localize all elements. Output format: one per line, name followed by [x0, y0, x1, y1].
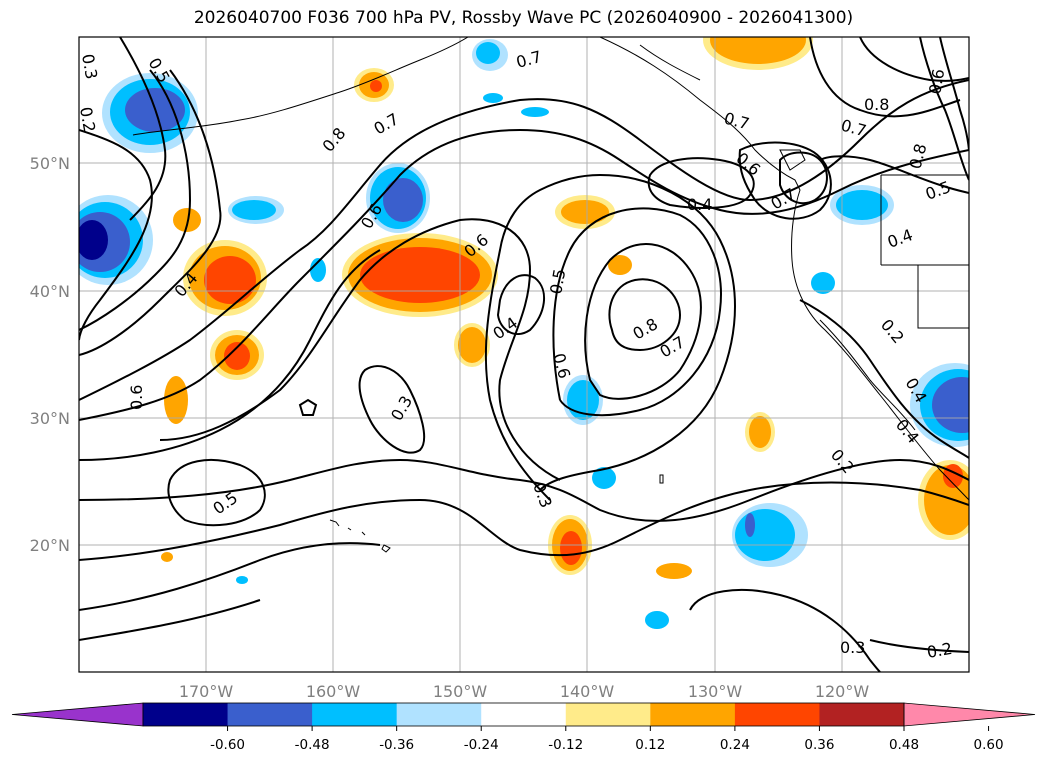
colorbar-extend-high	[903, 702, 1036, 727]
anomaly-blob-center-blue	[366, 163, 430, 233]
lon-label: 150°W	[433, 682, 488, 701]
anomaly-blob-small-red	[210, 330, 264, 380]
anomaly-blob-right-edge-blue	[910, 363, 969, 447]
contour-label: 0.8	[864, 95, 889, 114]
colorbar-tick-label: 0.24	[720, 737, 750, 753]
colorbar-segments	[11, 702, 1036, 727]
positive-anomaly-shading	[79, 37, 969, 629]
map-frame	[78, 36, 970, 673]
contour-label: 0.3	[78, 52, 101, 80]
colorbar-segment	[819, 703, 905, 726]
contour-label: 0.5	[546, 267, 569, 295]
contour-label: 0.6	[925, 67, 948, 95]
anomaly-blob-right-edge-orange	[918, 460, 969, 540]
coastlines	[132, 37, 969, 553]
contour-label: 0.3	[840, 638, 865, 657]
lat-label: 50°N	[30, 154, 70, 173]
colorbar-tick-label: 0.12	[635, 737, 665, 753]
colorbar-ticks: -0.60 -0.48 -0.36 -0.24 -0.12 0.12 0.24 0.36 0.4…	[210, 726, 1004, 753]
colorbar-outline	[142, 702, 905, 727]
lon-label: 160°W	[306, 682, 361, 701]
colorbar-tick-label: 0.60	[974, 737, 1004, 753]
contour-label: 0.4	[687, 195, 712, 214]
anomaly-blob-upper-left-blue	[102, 73, 198, 153]
lon-label: 120°W	[815, 682, 870, 701]
longitude-labels: 170°W 160°W 150°W 140°W 130°W 120°W	[179, 682, 870, 701]
map-title: 2026040700 F036 700 hPa PV, Rossby Wave …	[193, 8, 854, 28]
lon-label: 170°W	[179, 682, 234, 701]
colorbar: -0.60 -0.48 -0.36 -0.24 -0.12 0.12 0.24 0.36 0.4…	[11, 702, 1036, 753]
contour-label: 0.2	[76, 105, 99, 133]
lon-label: 130°W	[688, 682, 743, 701]
colorbar-tick-label: -0.24	[464, 737, 499, 753]
anomaly-blob-mid-blue	[563, 375, 603, 425]
colorbar-tick-label: 0.48	[889, 737, 919, 753]
colorbar-tick-label: 0.36	[804, 737, 834, 753]
colorbar-tick-label: -0.60	[210, 737, 245, 753]
anomaly-blob-far-left-blue	[79, 195, 153, 285]
latitude-labels: 50°N 40°N 30°N 20°N	[30, 154, 70, 555]
colorbar-segment	[227, 703, 313, 726]
contour-label: 0.2	[925, 639, 953, 662]
anomaly-blob-lower-blue	[732, 503, 808, 567]
lat-label: 40°N	[30, 282, 70, 301]
colorbar-tick-label: -0.36	[379, 737, 414, 753]
lon-label: 140°W	[560, 682, 615, 701]
anomaly-blob-coast-blue	[830, 185, 894, 225]
colorbar-segment	[143, 703, 229, 726]
colorbar-segment	[396, 703, 482, 726]
colorbar-segment	[565, 703, 651, 726]
colorbar-extend-low	[11, 702, 144, 727]
map-plot-area: 0.3 0.2 0.5 0.7 0.8 0.7 0.4 0.6 0.6 0.6 …	[76, 37, 969, 672]
anomaly-blob-small-blue-1	[228, 196, 284, 224]
contour-label: 0.6	[127, 385, 146, 410]
colorbar-segment	[481, 703, 567, 726]
colorbar-segment	[734, 703, 820, 726]
colorbar-segment	[650, 703, 736, 726]
anomaly-blob-left-orange	[183, 240, 267, 316]
colorbar-tick-label: -0.12	[548, 737, 583, 753]
lat-label: 30°N	[30, 409, 70, 428]
lat-label: 20°N	[30, 536, 70, 555]
colorbar-segment	[312, 703, 398, 726]
pv-contours	[79, 37, 969, 672]
colorbar-tick-label: -0.48	[295, 737, 330, 753]
